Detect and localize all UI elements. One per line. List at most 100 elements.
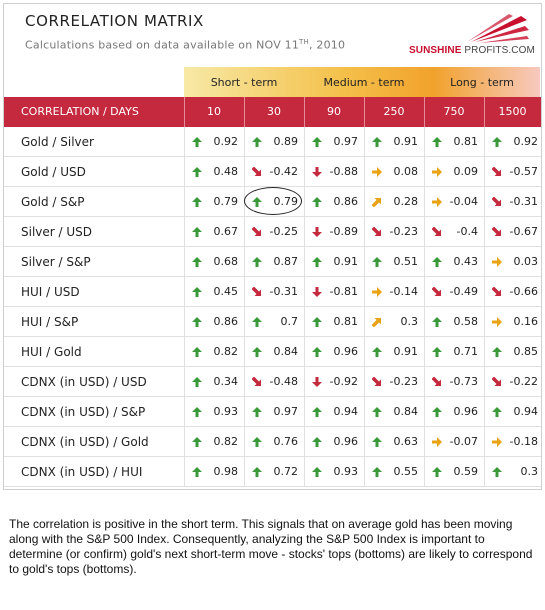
table-cell: -0.22 <box>484 367 544 397</box>
correlation-value: 0.59 <box>453 465 479 478</box>
correlation-value: -0.48 <box>269 375 298 388</box>
table-cell: 0.59 <box>424 457 484 487</box>
trend-up-arrow-icon <box>192 317 202 327</box>
row-label: Gold / USD <box>21 165 86 179</box>
table-cell: -0.14 <box>364 277 424 307</box>
table-cell: 0.72 <box>244 457 304 487</box>
trend-right-arrow-icon <box>432 437 442 447</box>
correlation-value: -0.23 <box>389 225 418 238</box>
correlation-value: 0.96 <box>453 405 479 418</box>
trend-up-arrow-icon <box>252 137 262 147</box>
trend-up-arrow-icon <box>252 347 262 357</box>
table-cell: -0.23 <box>364 217 424 247</box>
table-row: CDNX (in USD) / S&P 0.93 0.97 0.94 0.84 0.96 0… <box>4 397 541 427</box>
table-cell: 0.98 <box>184 457 244 487</box>
row-label: Gold / S&P <box>21 195 85 209</box>
table-cell: 0.94 <box>484 397 544 427</box>
trend-up-arrow-icon <box>252 317 262 327</box>
row-label: Silver / USD <box>21 225 93 239</box>
trend-up-arrow-icon <box>492 467 502 477</box>
correlation-value: 0.03 <box>513 255 539 268</box>
trend-down-arrow-icon <box>312 167 322 177</box>
correlation-value: -0.31 <box>269 285 298 298</box>
term-long-label: Long - term <box>450 76 514 89</box>
correlation-value: 0.86 <box>213 315 239 328</box>
table-cell: 0.34 <box>184 367 244 397</box>
table-cell: 0.86 <box>304 187 364 217</box>
trend-down-right-arrow-icon <box>492 377 501 386</box>
trend-up-arrow-icon <box>192 347 202 357</box>
column-header-10: 10 <box>207 105 221 118</box>
column-header-30: 30 <box>267 105 281 118</box>
column-divider <box>184 127 185 487</box>
correlation-value: 0.55 <box>393 465 419 478</box>
trend-down-arrow-icon <box>312 287 322 297</box>
table-cell: 0.3 <box>364 307 424 337</box>
trend-up-arrow-icon <box>372 257 382 267</box>
trend-up-arrow-icon <box>432 137 442 147</box>
table-cell: 0.71 <box>424 337 484 367</box>
page-title: CORRELATION MATRIX <box>25 12 204 30</box>
table-cell: -0.57 <box>484 157 544 187</box>
correlation-value: -0.81 <box>329 285 358 298</box>
table-cell: 0.97 <box>244 397 304 427</box>
correlation-value: 0.82 <box>213 345 239 358</box>
table-cell: -0.42 <box>244 157 304 187</box>
trend-up-arrow-icon <box>432 257 442 267</box>
correlation-value: 0.92 <box>213 135 239 148</box>
table-row: Gold / USD 0.48 -0.42 -0.88 0.08 0.09 -0.57 <box>4 157 541 187</box>
trend-up-arrow-icon <box>312 257 322 267</box>
correlation-value: 0.3 <box>400 315 419 328</box>
trend-right-arrow-icon <box>372 287 382 297</box>
correlation-value: -0.04 <box>449 195 478 208</box>
correlation-value: -0.22 <box>509 375 538 388</box>
trend-up-arrow-icon <box>252 437 262 447</box>
correlation-value: 0.76 <box>273 435 299 448</box>
trend-up-arrow-icon <box>312 137 322 147</box>
correlation-value: 0.28 <box>393 195 419 208</box>
trend-down-right-arrow-icon <box>252 377 261 386</box>
highlight-circle <box>244 187 302 215</box>
correlation-value: 0.71 <box>453 345 479 358</box>
trend-right-arrow-icon <box>492 257 502 267</box>
table-cell: 0.79 <box>184 187 244 217</box>
correlation-value: 0.51 <box>393 255 419 268</box>
trend-up-arrow-icon <box>252 467 262 477</box>
table-cell: 0.09 <box>424 157 484 187</box>
correlation-value: 0.45 <box>213 285 239 298</box>
column-divider <box>484 127 485 487</box>
table-row: HUI / Gold 0.82 0.84 0.96 0.91 0.71 0.85 <box>4 337 541 367</box>
column-header-90: 90 <box>327 105 341 118</box>
table-cell: -0.4 <box>424 217 484 247</box>
trend-up-arrow-icon <box>372 467 382 477</box>
table-cell: -0.18 <box>484 427 544 457</box>
trend-up-arrow-icon <box>372 407 382 417</box>
row-label: CDNX (in USD) / USD <box>21 375 147 389</box>
corner-label: CORRELATION / DAYS <box>21 105 139 118</box>
trend-down-right-arrow-icon <box>432 227 441 236</box>
correlation-value: 0.84 <box>393 405 419 418</box>
trend-up-arrow-icon <box>192 167 202 177</box>
column-header-1500: 1500 <box>498 105 527 118</box>
trend-down-right-arrow-icon <box>492 287 501 296</box>
table-cell: 0.97 <box>304 127 364 157</box>
trend-down-right-arrow-icon <box>492 197 501 206</box>
term-band <box>184 67 540 97</box>
trend-right-arrow-icon <box>372 167 382 177</box>
correlation-value: -0.18 <box>509 435 538 448</box>
table-cell: -0.31 <box>484 187 544 217</box>
trend-up-arrow-icon <box>312 467 322 477</box>
trend-up-arrow-icon <box>312 347 322 357</box>
row-label: CDNX (in USD) / S&P <box>21 405 146 419</box>
table-row: CDNX (in USD) / Gold 0.82 0.76 0.96 0.63 -0.0… <box>4 427 541 457</box>
trend-up-arrow-icon <box>312 407 322 417</box>
table-cell: -0.88 <box>304 157 364 187</box>
column-divider <box>244 127 245 487</box>
trend-down-right-arrow-icon <box>492 167 501 176</box>
trend-up-arrow-icon <box>432 317 442 327</box>
row-label: HUI / S&P <box>21 315 79 329</box>
trend-down-right-arrow-icon <box>252 227 261 236</box>
trend-up-arrow-icon <box>312 437 322 447</box>
correlation-value: -0.57 <box>509 165 538 178</box>
table-cell: -0.81 <box>304 277 364 307</box>
